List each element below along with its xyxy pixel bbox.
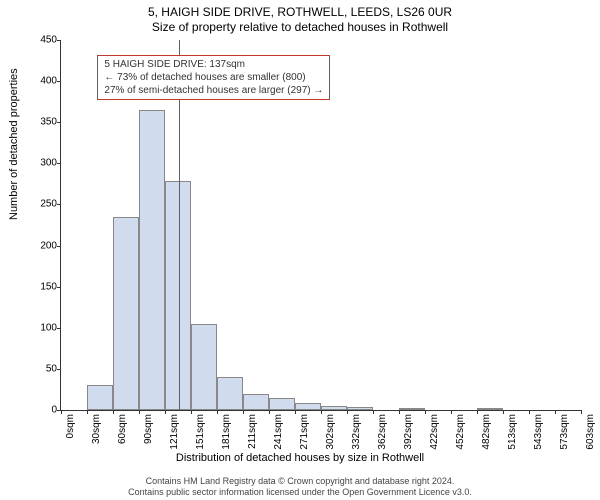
x-tick-label: 211sqm	[247, 414, 258, 449]
x-tick-label: 362sqm	[377, 414, 388, 450]
x-tick-mark	[191, 410, 192, 414]
y-axis-label: Number of detached properties	[8, 68, 20, 220]
histogram-bar	[347, 407, 373, 410]
x-tick-label: 241sqm	[273, 414, 284, 450]
x-tick-label: 392sqm	[403, 414, 414, 450]
x-tick-label: 60sqm	[117, 414, 128, 444]
x-tick-mark	[321, 410, 322, 414]
histogram-bar	[295, 403, 322, 410]
chart-title-line2: Size of property relative to detached ho…	[0, 20, 600, 34]
histogram-bar	[477, 408, 504, 410]
x-tick-mark	[217, 410, 218, 414]
y-tick-mark	[57, 163, 61, 164]
footer-attribution: Contains HM Land Registry data © Crown c…	[0, 476, 600, 498]
x-tick-mark	[165, 410, 166, 414]
histogram-bar	[243, 394, 269, 410]
x-tick-mark	[269, 410, 270, 414]
y-tick-mark	[57, 204, 61, 205]
x-tick-label: 151sqm	[195, 414, 206, 450]
y-tick-mark	[57, 81, 61, 82]
x-tick-label: 90sqm	[143, 414, 154, 444]
x-axis-label: Distribution of detached houses by size …	[0, 452, 600, 464]
annotation-line3: 27% of semi-detached houses are larger (…	[104, 84, 323, 97]
x-tick-label: 482sqm	[481, 414, 492, 450]
x-tick-label: 603sqm	[585, 414, 596, 450]
x-tick-mark	[581, 410, 582, 414]
chart-container: 5, HAIGH SIDE DRIVE, ROTHWELL, LEEDS, LS…	[0, 0, 600, 500]
x-tick-label: 121sqm	[169, 414, 180, 450]
x-tick-label: 302sqm	[325, 414, 336, 450]
annotation-line2: ← 73% of detached houses are smaller (80…	[104, 71, 323, 84]
x-tick-mark	[243, 410, 244, 414]
x-tick-label: 452sqm	[455, 414, 466, 450]
histogram-bar	[87, 385, 113, 410]
histogram-bar	[399, 408, 425, 410]
x-tick-mark	[555, 410, 556, 414]
y-tick-mark	[57, 40, 61, 41]
y-tick-mark	[57, 246, 61, 247]
chart-title-line1: 5, HAIGH SIDE DRIVE, ROTHWELL, LEEDS, LS…	[0, 5, 600, 19]
x-tick-mark	[295, 410, 296, 414]
annotation-box: 5 HAIGH SIDE DRIVE: 137sqm← 73% of detac…	[97, 55, 330, 100]
x-tick-mark	[529, 410, 530, 414]
x-tick-mark	[477, 410, 478, 414]
x-tick-label: 573sqm	[559, 414, 570, 450]
annotation-line1: 5 HAIGH SIDE DRIVE: 137sqm	[104, 58, 323, 71]
histogram-bar	[191, 324, 217, 410]
x-tick-label: 332sqm	[351, 414, 362, 450]
x-tick-mark	[425, 410, 426, 414]
histogram-bar	[113, 217, 139, 410]
y-tick-mark	[57, 287, 61, 288]
x-tick-label: 513sqm	[507, 414, 518, 450]
x-tick-mark	[87, 410, 88, 414]
histogram-bar	[321, 406, 347, 410]
x-tick-mark	[503, 410, 504, 414]
histogram-bar	[217, 377, 243, 410]
histogram-bar	[139, 110, 166, 410]
footer-line1: Contains HM Land Registry data © Crown c…	[0, 476, 600, 487]
x-tick-label: 543sqm	[533, 414, 544, 450]
x-tick-label: 422sqm	[429, 414, 440, 450]
x-tick-mark	[113, 410, 114, 414]
footer-line2: Contains public sector information licen…	[0, 487, 600, 498]
y-tick-mark	[57, 122, 61, 123]
histogram-bar	[269, 398, 295, 410]
x-tick-label: 181sqm	[221, 414, 232, 450]
x-tick-mark	[347, 410, 348, 414]
x-tick-mark	[61, 410, 62, 414]
x-tick-mark	[373, 410, 374, 414]
x-tick-mark	[399, 410, 400, 414]
y-tick-mark	[57, 369, 61, 370]
x-tick-mark	[139, 410, 140, 414]
x-tick-label: 271sqm	[299, 414, 310, 450]
chart-plot-area: 0501001502002503003504004500sqm30sqm60sq…	[60, 40, 581, 411]
y-tick-mark	[57, 328, 61, 329]
x-tick-label: 0sqm	[65, 414, 76, 438]
x-tick-mark	[451, 410, 452, 414]
x-tick-label: 30sqm	[91, 414, 102, 444]
